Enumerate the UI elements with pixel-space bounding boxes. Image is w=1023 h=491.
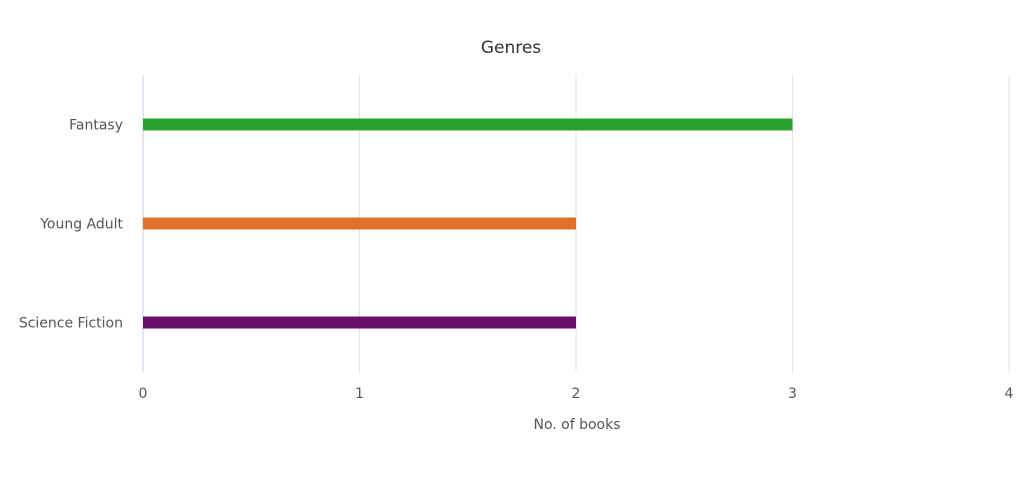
x-axis-title: No. of books <box>533 417 620 433</box>
x-tick-label: 4 <box>1005 386 1014 402</box>
bar-young-adult <box>143 217 576 230</box>
x-tick-label: 0 <box>139 386 148 402</box>
x-tick-label: 3 <box>788 386 797 402</box>
x-axis-ticks: 0 1 2 3 4 <box>139 386 1014 402</box>
category-label-fantasy: Fantasy <box>69 118 123 134</box>
bar-science-fiction <box>143 316 576 329</box>
bar-fantasy <box>143 118 793 131</box>
x-tick-label: 2 <box>572 386 581 402</box>
x-tick-label: 1 <box>355 386 364 402</box>
category-label-young-adult: Young Adult <box>39 217 123 233</box>
chart-title: Genres <box>481 38 541 58</box>
y-axis-categories: Fantasy Young Adult Science Fiction <box>19 118 124 332</box>
bars <box>143 118 793 329</box>
category-label-science-fiction: Science Fiction <box>19 316 123 332</box>
